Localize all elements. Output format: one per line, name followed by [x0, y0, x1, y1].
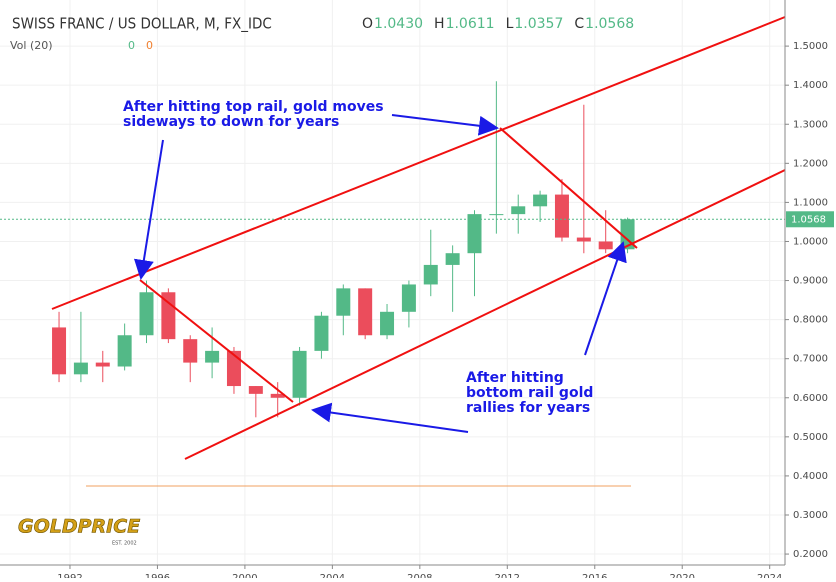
x-tick-label: 2024	[757, 573, 782, 578]
candle-body	[380, 311, 395, 336]
y-tick-label: 0.9000	[793, 276, 828, 287]
candle-body	[358, 288, 373, 336]
candle-body	[52, 327, 67, 375]
candle-body	[248, 386, 263, 394]
annotation: sideways to down for years	[123, 114, 339, 130]
candle-body	[554, 194, 569, 238]
logo-tagline: EST. 2002	[112, 541, 137, 547]
y-tick-label: 1.2000	[793, 158, 828, 169]
annotation: rallies for years	[466, 400, 590, 416]
y-tick-label: 1.3000	[793, 119, 828, 130]
annotation: After hitting	[466, 370, 564, 386]
candle-body	[205, 350, 220, 363]
ohlc-value: 1.0568	[585, 16, 634, 32]
x-tick-label: 2016	[582, 573, 607, 578]
candle-body	[73, 362, 88, 375]
x-tick-label: 2012	[495, 573, 520, 578]
candle-body	[576, 237, 591, 242]
candle-body	[467, 214, 482, 254]
candle-body	[183, 339, 198, 363]
y-axis-panel	[786, 0, 836, 578]
candle-body	[117, 335, 132, 367]
volume-label: Vol (20)	[10, 39, 53, 52]
candle-body	[445, 253, 460, 265]
volume-value: 0	[128, 39, 135, 52]
y-tick-label: 0.5000	[793, 432, 828, 443]
ohlc-value: 1.0611	[446, 16, 495, 32]
last-price-label: 1.0568	[791, 214, 826, 225]
x-tick-label: 2008	[407, 573, 432, 578]
x-tick-label: 2020	[670, 573, 695, 578]
ohlc-key: L	[506, 16, 514, 32]
y-tick-label: 0.8000	[793, 315, 828, 326]
ohlc-value: 1.0430	[374, 16, 423, 32]
y-tick-label: 0.2000	[793, 549, 828, 560]
y-tick-label: 1.5000	[793, 41, 828, 52]
y-tick-label: 0.7000	[793, 354, 828, 365]
candle-body	[423, 264, 438, 285]
candle-body	[226, 350, 241, 387]
candle-body	[139, 292, 154, 336]
last-price-box	[786, 211, 834, 228]
candle-body	[533, 194, 548, 207]
candle-body	[292, 350, 307, 398]
candle-body	[95, 362, 110, 367]
volume-value: 0	[146, 39, 153, 52]
annotation: After hitting top rail, gold moves	[123, 99, 384, 115]
y-tick-label: 1.4000	[793, 80, 828, 91]
ohlc-key: H	[434, 16, 445, 32]
candle-body	[314, 315, 329, 351]
x-tick-label: 2000	[232, 573, 257, 578]
candle-body	[511, 206, 526, 215]
arrows	[133, 114, 627, 433]
candle-body	[161, 292, 176, 340]
annotation: bottom rail gold	[466, 385, 593, 401]
candle-body	[336, 288, 351, 316]
chart-title: SWISS FRANC / US DOLLAR, M, FX_IDC	[12, 15, 272, 34]
y-tick-label: 1.0000	[793, 236, 828, 247]
ohlc-value: 1.0357	[514, 16, 563, 32]
drawings	[51, 16, 786, 460]
x-tick-label: 1992	[57, 573, 82, 578]
logo: GOLDPRICE	[18, 516, 140, 538]
candle-body	[401, 284, 416, 312]
y-tick-label: 1.1000	[793, 197, 828, 208]
x-tick-label: 2004	[320, 573, 345, 578]
candle-body	[598, 241, 613, 250]
candle-body	[489, 214, 504, 216]
ohlc-key: O	[362, 16, 373, 32]
y-tick-label: 0.6000	[793, 393, 828, 404]
x-tick-label: 1996	[145, 573, 170, 578]
y-tick-label: 0.4000	[793, 471, 828, 482]
y-tick-label: 0.3000	[793, 510, 828, 521]
candle-body	[270, 393, 285, 398]
ohlc-key: C	[574, 16, 584, 32]
